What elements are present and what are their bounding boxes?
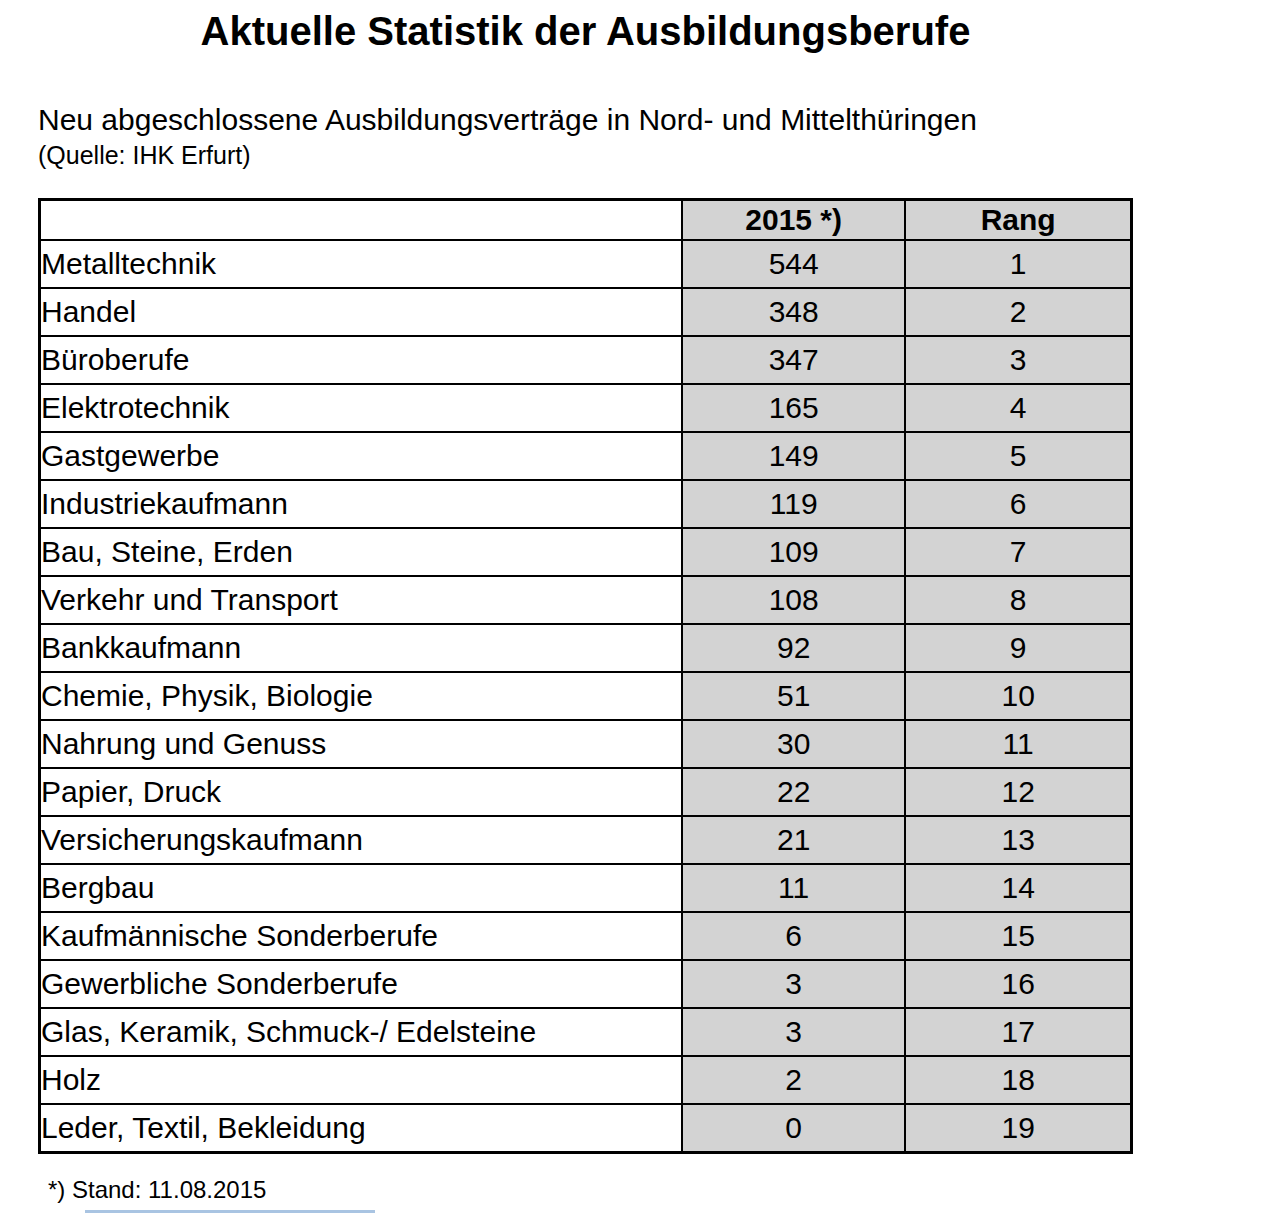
value-2015-cell: 11 xyxy=(682,864,905,912)
value-2015-cell: 92 xyxy=(682,624,905,672)
value-2015-cell: 348 xyxy=(682,288,905,336)
table-row: Metalltechnik5441 xyxy=(40,240,1132,288)
table-row: Handel3482 xyxy=(40,288,1132,336)
header-row: 2015 *) Rang xyxy=(40,200,1132,241)
rank-cell: 14 xyxy=(905,864,1131,912)
occupation-cell: Kaufmännische Sonderberufe xyxy=(40,912,683,960)
rank-cell: 8 xyxy=(905,576,1131,624)
occupation-cell: Gewerbliche Sonderberufe xyxy=(40,960,683,1008)
table-row: Holz218 xyxy=(40,1056,1132,1104)
rank-cell: 11 xyxy=(905,720,1131,768)
occupation-cell: Nahrung und Genuss xyxy=(40,720,683,768)
rank-cell: 2 xyxy=(905,288,1131,336)
rank-cell: 10 xyxy=(905,672,1131,720)
column-header-occupation xyxy=(40,200,683,241)
rank-cell: 9 xyxy=(905,624,1131,672)
rank-cell: 15 xyxy=(905,912,1131,960)
rank-cell: 7 xyxy=(905,528,1131,576)
table-row: Kaufmännische Sonderberufe615 xyxy=(40,912,1132,960)
rank-cell: 13 xyxy=(905,816,1131,864)
occupation-cell: Leder, Textil, Bekleidung xyxy=(40,1104,683,1153)
table-row: Bergbau1114 xyxy=(40,864,1132,912)
rank-cell: 18 xyxy=(905,1056,1131,1104)
occupation-cell: Metalltechnik xyxy=(40,240,683,288)
page: Aktuelle Statistik der Ausbildungsberufe… xyxy=(38,0,1133,1213)
rank-cell: 12 xyxy=(905,768,1131,816)
value-2015-cell: 149 xyxy=(682,432,905,480)
table-header: 2015 *) Rang xyxy=(40,200,1132,241)
value-2015-cell: 108 xyxy=(682,576,905,624)
value-2015-cell: 3 xyxy=(682,960,905,1008)
occupation-cell: Büroberufe xyxy=(40,336,683,384)
occupation-cell: Verkehr und Transport xyxy=(40,576,683,624)
statistics-table: 2015 *) Rang Metalltechnik5441Handel3482… xyxy=(38,198,1133,1154)
occupation-cell: Glas, Keramik, Schmuck-/ Edelsteine xyxy=(40,1008,683,1056)
table-body: Metalltechnik5441Handel3482Büroberufe347… xyxy=(40,240,1132,1153)
value-2015-cell: 347 xyxy=(682,336,905,384)
value-2015-cell: 2 xyxy=(682,1056,905,1104)
value-2015-cell: 30 xyxy=(682,720,905,768)
occupation-cell: Industriekaufmann xyxy=(40,480,683,528)
value-2015-cell: 22 xyxy=(682,768,905,816)
rank-cell: 1 xyxy=(905,240,1131,288)
rank-cell: 16 xyxy=(905,960,1131,1008)
rank-cell: 17 xyxy=(905,1008,1131,1056)
value-2015-cell: 21 xyxy=(682,816,905,864)
occupation-cell: Bau, Steine, Erden xyxy=(40,528,683,576)
column-header-rang: Rang xyxy=(905,200,1131,241)
rank-cell: 5 xyxy=(905,432,1131,480)
table-row: Glas, Keramik, Schmuck-/ Edelsteine317 xyxy=(40,1008,1132,1056)
table-row: Chemie, Physik, Biologie5110 xyxy=(40,672,1132,720)
table-row: Leder, Textil, Bekleidung019 xyxy=(40,1104,1132,1153)
value-2015-cell: 0 xyxy=(682,1104,905,1153)
table-row: Nahrung und Genuss3011 xyxy=(40,720,1132,768)
occupation-cell: Elektrotechnik xyxy=(40,384,683,432)
column-header-2015: 2015 *) xyxy=(682,200,905,241)
table-row: Büroberufe3473 xyxy=(40,336,1132,384)
occupation-cell: Holz xyxy=(40,1056,683,1104)
table-row: Gastgewerbe1495 xyxy=(40,432,1132,480)
table-row: Papier, Druck2212 xyxy=(40,768,1132,816)
table-row: Bau, Steine, Erden1097 xyxy=(40,528,1132,576)
table-row: Versicherungskaufmann2113 xyxy=(40,816,1132,864)
occupation-cell: Versicherungskaufmann xyxy=(40,816,683,864)
value-2015-cell: 109 xyxy=(682,528,905,576)
value-2015-cell: 119 xyxy=(682,480,905,528)
value-2015-cell: 51 xyxy=(682,672,905,720)
occupation-cell: Chemie, Physik, Biologie xyxy=(40,672,683,720)
footnote: *) Stand: 11.08.2015 xyxy=(38,1176,1133,1204)
rank-cell: 4 xyxy=(905,384,1131,432)
occupation-cell: Handel xyxy=(40,288,683,336)
value-2015-cell: 3 xyxy=(682,1008,905,1056)
occupation-cell: Bergbau xyxy=(40,864,683,912)
table-row: Bankkaufmann929 xyxy=(40,624,1132,672)
value-2015-cell: 165 xyxy=(682,384,905,432)
rank-cell: 6 xyxy=(905,480,1131,528)
page-title: Aktuelle Statistik der Ausbildungsberufe xyxy=(38,8,1133,54)
occupation-cell: Gastgewerbe xyxy=(40,432,683,480)
table-row: Elektrotechnik1654 xyxy=(40,384,1132,432)
occupation-cell: Papier, Druck xyxy=(40,768,683,816)
subtitle: Neu abgeschlossene Ausbildungsverträge i… xyxy=(38,102,1133,138)
rank-cell: 19 xyxy=(905,1104,1131,1153)
rank-cell: 3 xyxy=(905,336,1131,384)
source-note: (Quelle: IHK Erfurt) xyxy=(38,140,1133,170)
occupation-cell: Bankkaufmann xyxy=(40,624,683,672)
table-row: Industriekaufmann1196 xyxy=(40,480,1132,528)
accent-line xyxy=(85,1210,375,1213)
value-2015-cell: 544 xyxy=(682,240,905,288)
table-row: Verkehr und Transport1088 xyxy=(40,576,1132,624)
value-2015-cell: 6 xyxy=(682,912,905,960)
table-row: Gewerbliche Sonderberufe316 xyxy=(40,960,1132,1008)
